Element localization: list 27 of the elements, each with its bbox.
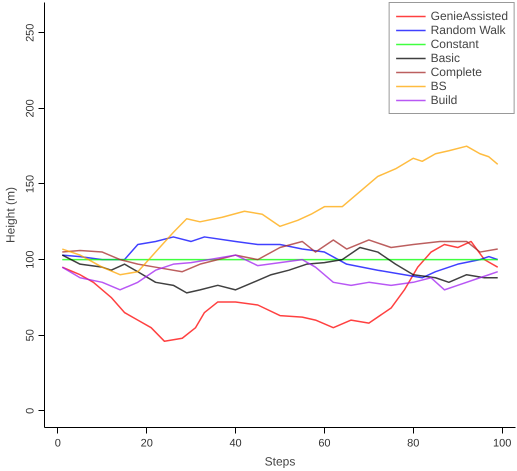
y-tick-label: 50 [24, 329, 36, 342]
line-series [62, 145, 498, 276]
y-tick-label: 100 [24, 250, 36, 269]
legend-label: BS [430, 79, 448, 93]
line-series [62, 254, 498, 291]
x-tick-label: 100 [492, 438, 512, 450]
x-tick-label: 40 [229, 438, 242, 450]
legend-label: Basic [430, 51, 460, 65]
x-tick-label: 80 [407, 438, 420, 450]
x-tick-label: 0 [54, 438, 61, 450]
line-series [62, 240, 498, 342]
x-axis-title: Steps [264, 454, 296, 468]
x-tick-label: 20 [140, 438, 153, 450]
legend-label: Random Walk [430, 23, 506, 37]
y-axis-title: Height (m) [4, 186, 18, 244]
x-tick-label: 60 [318, 438, 331, 450]
legend-label: Build [430, 93, 458, 107]
y-tick-label: 0 [24, 408, 36, 414]
legend-label: Constant [430, 37, 479, 51]
y-tick-label: 200 [24, 99, 36, 118]
legend-label: GenieAssisted [430, 9, 508, 23]
legend-label: Complete [430, 65, 482, 79]
line-series [62, 236, 498, 279]
y-tick-label: 150 [24, 174, 36, 194]
line-series [62, 239, 498, 272]
line-series [62, 246, 498, 294]
y-tick-label: 250 [24, 24, 36, 42]
